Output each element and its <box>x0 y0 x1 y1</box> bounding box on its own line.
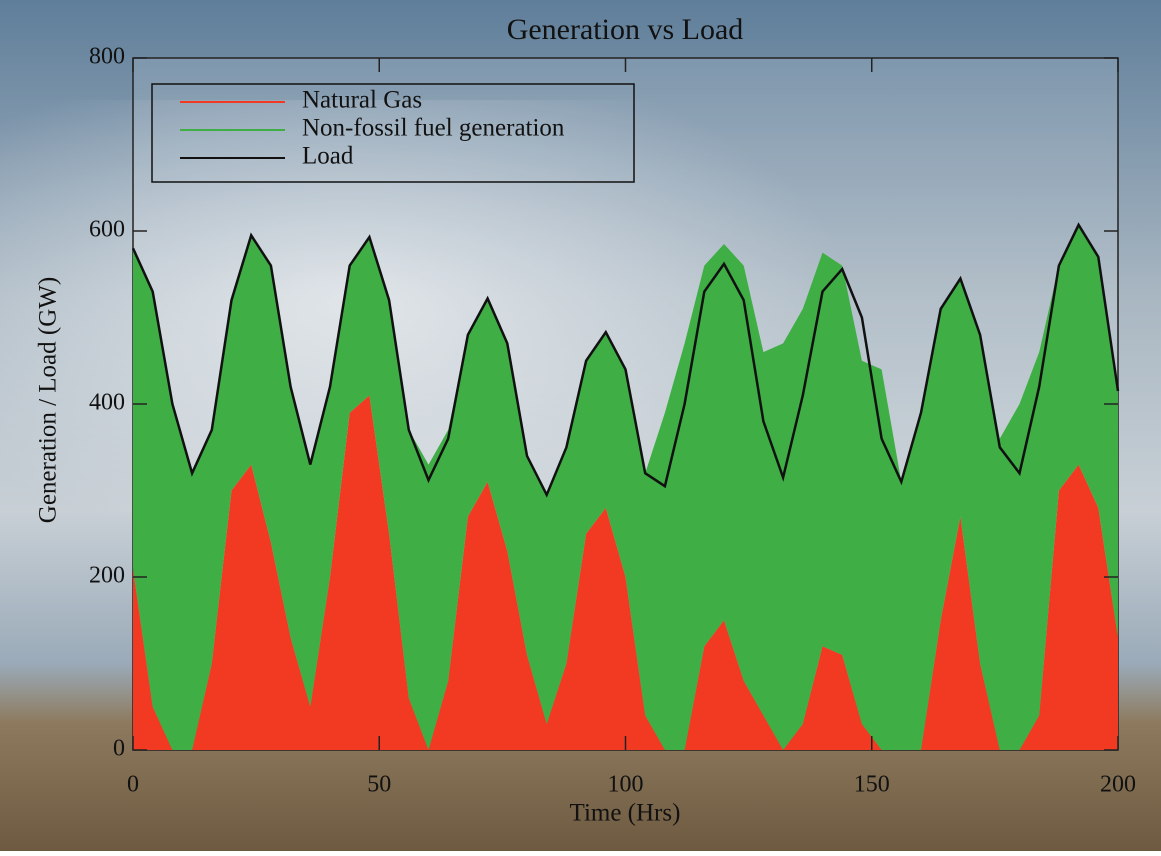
legend-label: Load <box>302 143 354 170</box>
legend-label: Natural Gas <box>302 87 422 114</box>
y-tick-label: 0 <box>113 736 125 762</box>
x-tick-label: 100 <box>608 772 644 798</box>
y-tick-label: 800 <box>89 44 125 70</box>
x-tick-label: 0 <box>127 772 139 798</box>
x-tick-label: 200 <box>1100 772 1136 798</box>
page: Generation vs Load Time (Hrs) Generation… <box>0 0 1161 851</box>
chart-title: Generation vs Load <box>507 13 744 46</box>
x-axis-label: Time (Hrs) <box>570 800 681 827</box>
y-tick-label: 400 <box>89 390 125 416</box>
chart: Generation vs Load Time (Hrs) Generation… <box>0 0 1161 851</box>
y-tick-label: 600 <box>89 217 125 243</box>
x-tick-label: 50 <box>367 772 391 798</box>
y-tick-label: 200 <box>89 563 125 589</box>
y-axis-label: Generation / Load (GW) <box>35 277 62 523</box>
x-tick-label: 150 <box>854 772 890 798</box>
legend-label: Non-fossil fuel generation <box>302 115 565 142</box>
